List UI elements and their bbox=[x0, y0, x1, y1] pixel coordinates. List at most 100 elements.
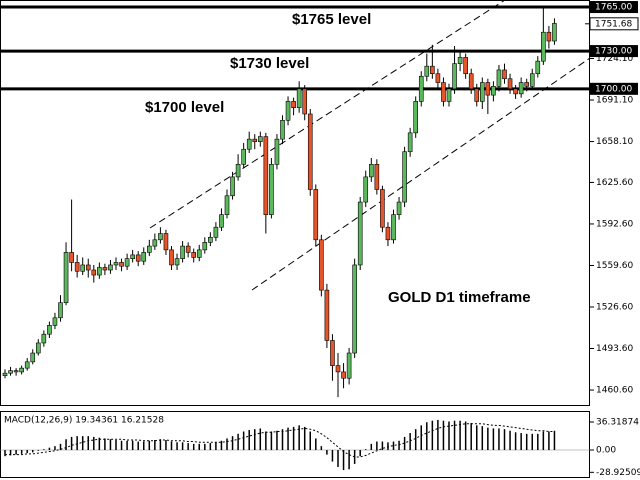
signal-line bbox=[5, 423, 555, 458]
annotation: $1765 level bbox=[292, 11, 371, 28]
y-tick-label: 1592.60 bbox=[596, 219, 633, 229]
macd-title: MACD(12,26,9) 19.34361 16.21528 bbox=[4, 416, 164, 426]
candle-body bbox=[97, 267, 102, 276]
candle-body bbox=[529, 73, 535, 87]
candle-body bbox=[357, 201, 363, 266]
candle-body bbox=[552, 23, 557, 42]
candle-body bbox=[274, 138, 280, 165]
y-tick-label: 1493.60 bbox=[596, 344, 633, 354]
macd-frame bbox=[0, 411, 590, 478]
candle-body bbox=[108, 264, 113, 271]
candle-body bbox=[202, 242, 208, 251]
y-tick-label: 1526.60 bbox=[596, 302, 633, 312]
annotation: $1700 level bbox=[145, 99, 224, 116]
candle-body bbox=[130, 254, 135, 259]
candle-body bbox=[85, 264, 91, 271]
y-tick-label: 1625.60 bbox=[596, 178, 633, 188]
candle-body bbox=[257, 136, 263, 142]
candle-body bbox=[30, 352, 36, 363]
candle-body bbox=[180, 245, 185, 259]
channel-upper bbox=[149, 0, 506, 229]
candle-body bbox=[474, 88, 480, 102]
candle-body bbox=[213, 226, 219, 238]
candle-body bbox=[468, 73, 474, 90]
candle-body bbox=[541, 31, 546, 62]
candle-body bbox=[441, 82, 446, 102]
candle-body bbox=[518, 82, 524, 95]
candle-body bbox=[407, 132, 413, 153]
candle-body bbox=[546, 31, 552, 42]
candle-body bbox=[341, 371, 346, 379]
candle-body bbox=[52, 317, 58, 326]
candle-body bbox=[457, 57, 463, 64]
y-tick-label: 1658.10 bbox=[596, 137, 633, 147]
candle-body bbox=[285, 101, 291, 121]
candle-body bbox=[124, 258, 130, 267]
level-label: 1765.00 bbox=[595, 3, 632, 13]
candle-body bbox=[241, 148, 246, 165]
candle-body bbox=[452, 63, 457, 90]
candle-body bbox=[313, 189, 319, 241]
candle-body bbox=[479, 82, 485, 102]
candle-body bbox=[352, 264, 357, 354]
y-tick-label: 1460.60 bbox=[596, 386, 633, 396]
candle-body bbox=[402, 151, 407, 203]
y-tick-label: 1724.10 bbox=[596, 54, 633, 64]
candle-body bbox=[169, 249, 174, 266]
candle-body bbox=[230, 176, 235, 197]
candle-body bbox=[346, 352, 352, 379]
candle-body bbox=[191, 252, 196, 258]
candle-body bbox=[291, 101, 296, 108]
candle-body bbox=[174, 258, 180, 266]
candle-body bbox=[435, 73, 441, 83]
candle-body bbox=[63, 252, 69, 304]
candle-body bbox=[185, 245, 191, 253]
current-price-label: 1751.68 bbox=[595, 19, 632, 29]
candle-body bbox=[307, 113, 313, 190]
candle-body bbox=[502, 69, 507, 80]
main-frame bbox=[0, 0, 590, 406]
candle-body bbox=[35, 342, 41, 354]
level-box bbox=[590, 45, 638, 58]
candle-body bbox=[396, 201, 402, 215]
candle-body bbox=[380, 189, 385, 228]
y-tick-label: 1559.60 bbox=[596, 261, 633, 271]
candle-body bbox=[446, 88, 452, 102]
candle-body bbox=[430, 65, 435, 75]
candle-body bbox=[491, 86, 496, 96]
candle-body bbox=[324, 289, 330, 341]
candle-body bbox=[163, 233, 169, 251]
candle-body bbox=[280, 119, 285, 140]
candle-body bbox=[219, 214, 224, 228]
candle-body bbox=[113, 262, 119, 266]
candle-body bbox=[296, 88, 302, 108]
candle-body bbox=[224, 195, 230, 215]
candle-body bbox=[319, 239, 324, 291]
candle-body bbox=[208, 236, 213, 243]
candle-body bbox=[141, 252, 147, 262]
candle-body bbox=[147, 245, 152, 253]
candle-body bbox=[58, 302, 63, 319]
candle-body bbox=[418, 75, 424, 102]
candle-body bbox=[196, 249, 202, 258]
candle-body bbox=[74, 262, 80, 272]
candle-body bbox=[19, 367, 24, 373]
candle-body bbox=[496, 69, 502, 87]
candle-body bbox=[8, 370, 13, 374]
annotation: $1730 level bbox=[230, 55, 309, 72]
candle-body bbox=[535, 60, 541, 75]
candle-body bbox=[119, 262, 124, 267]
candle-body bbox=[335, 365, 341, 373]
level-label: 1700.00 bbox=[595, 84, 632, 94]
candle-body bbox=[374, 164, 380, 190]
candle-body bbox=[246, 138, 252, 150]
candle-body bbox=[363, 176, 369, 203]
candle-body bbox=[69, 252, 74, 263]
candle-body bbox=[513, 88, 518, 95]
candle-body bbox=[368, 164, 374, 178]
candle-body bbox=[263, 136, 269, 215]
y-tick-label: 1691.10 bbox=[596, 96, 633, 106]
candle-body bbox=[2, 372, 8, 376]
candle-body bbox=[91, 269, 97, 276]
